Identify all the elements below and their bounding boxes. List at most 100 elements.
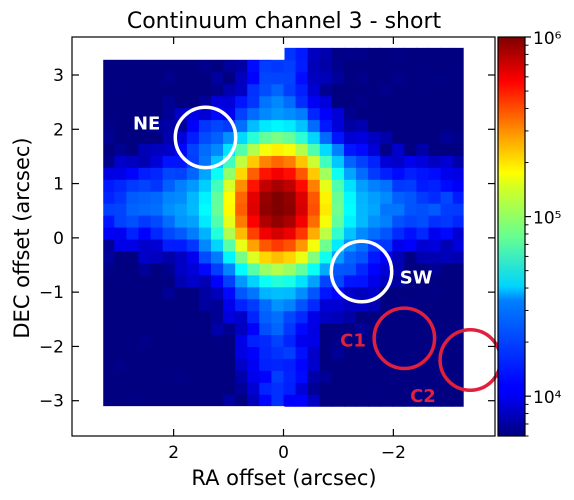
heatmap-cell bbox=[392, 179, 405, 192]
heatmap-cell bbox=[150, 346, 164, 359]
heatmap-cell bbox=[295, 47, 309, 61]
heatmap-cell bbox=[440, 346, 454, 359]
heatmap-cell bbox=[416, 179, 430, 192]
heatmap-cell bbox=[380, 47, 393, 61]
heatmap-cell bbox=[319, 358, 333, 371]
heatmap-cell bbox=[210, 262, 224, 276]
heatmap-cell bbox=[307, 358, 321, 371]
heatmap-cell bbox=[331, 322, 345, 336]
heatmap-cell bbox=[198, 59, 212, 73]
heatmap-cell bbox=[416, 215, 430, 228]
heatmap-cell bbox=[162, 143, 176, 156]
heatmap-cell bbox=[368, 370, 381, 383]
heatmap-cell bbox=[307, 131, 321, 144]
heatmap-cell bbox=[235, 179, 248, 192]
heatmap-cell bbox=[404, 203, 418, 216]
heatmap-cell bbox=[174, 238, 188, 252]
heatmap-cell bbox=[271, 394, 285, 407]
heatmap-cell bbox=[392, 394, 405, 407]
heatmap-cell bbox=[102, 358, 115, 371]
heatmap-cell bbox=[198, 107, 212, 121]
heatmap-cell bbox=[343, 358, 357, 371]
heatmap-cell bbox=[404, 215, 418, 228]
heatmap-cell bbox=[283, 95, 297, 109]
heatmap-cell bbox=[223, 95, 236, 109]
heatmap-cell bbox=[343, 310, 357, 324]
heatmap-cell bbox=[416, 83, 430, 97]
heatmap-cell bbox=[392, 131, 405, 144]
heatmap-cell bbox=[368, 274, 381, 288]
heatmap-cell bbox=[271, 286, 285, 300]
heatmap-cell bbox=[380, 191, 393, 204]
heatmap-cell bbox=[198, 262, 212, 276]
colorbar-ticks: 10⁴ 10⁵ 10⁶ bbox=[525, 29, 562, 437]
heatmap-cell bbox=[452, 119, 466, 133]
heatmap-cell bbox=[319, 155, 333, 168]
heatmap-cell bbox=[198, 298, 212, 312]
colorbar: 10⁴ 10⁵ 10⁶ bbox=[497, 29, 562, 437]
heatmap-cell bbox=[392, 167, 405, 180]
heatmap-cell bbox=[138, 274, 152, 288]
heatmap-cell bbox=[259, 95, 273, 109]
heatmap-cell bbox=[380, 167, 393, 180]
heatmap-cell bbox=[210, 370, 224, 383]
heatmap-cell bbox=[114, 334, 127, 348]
heatmap-cell bbox=[319, 83, 333, 97]
heatmap-cell bbox=[162, 274, 176, 288]
heatmap-cell bbox=[295, 143, 309, 156]
heatmap-cell bbox=[126, 131, 140, 144]
heatmap-cell bbox=[198, 238, 212, 252]
heatmap-cell bbox=[368, 107, 381, 121]
heatmap-cell bbox=[428, 358, 442, 371]
heatmap-cell bbox=[428, 370, 442, 383]
heatmap-cell bbox=[210, 250, 224, 264]
heatmap-cell bbox=[283, 358, 297, 371]
heatmap-cell bbox=[138, 143, 152, 156]
heatmap-cell bbox=[331, 346, 345, 359]
heatmap-cell bbox=[138, 322, 152, 336]
heatmap-cell bbox=[283, 179, 297, 192]
heatmap-cell bbox=[368, 59, 381, 73]
heatmap-cell bbox=[162, 262, 176, 276]
heatmap-cell bbox=[198, 286, 212, 300]
heatmap-cell bbox=[174, 346, 188, 359]
heatmap-cell bbox=[235, 370, 248, 383]
heatmap-cell bbox=[428, 47, 442, 61]
heatmap-cell bbox=[283, 370, 297, 383]
heatmap-cell bbox=[283, 107, 297, 121]
heatmap-cell bbox=[271, 370, 285, 383]
heatmap-cell bbox=[210, 322, 224, 336]
heatmap-cell bbox=[331, 83, 345, 97]
heatmap-cell bbox=[198, 358, 212, 371]
heatmap-cell bbox=[356, 370, 369, 383]
heatmap-cell bbox=[404, 131, 418, 144]
heatmap-cell bbox=[404, 47, 418, 61]
heatmap-cell bbox=[138, 358, 152, 371]
heatmap-cell bbox=[162, 286, 176, 300]
heatmap-cell bbox=[295, 262, 309, 276]
heatmap-cell bbox=[416, 370, 430, 383]
heatmap-cell bbox=[343, 250, 357, 264]
x-axis-ticks: 2 0 −2 bbox=[168, 37, 406, 463]
heatmap-cell bbox=[259, 334, 273, 348]
heatmap-cell bbox=[356, 394, 369, 407]
heatmap-cell bbox=[126, 250, 140, 264]
heatmap-cell bbox=[295, 71, 309, 85]
heatmap-cell bbox=[186, 143, 200, 156]
heatmap-cell bbox=[319, 298, 333, 312]
colorbar-gradient bbox=[498, 37, 525, 436]
heatmap-cell bbox=[368, 119, 381, 133]
heatmap-cell bbox=[114, 191, 127, 204]
heatmap-cell bbox=[162, 322, 176, 336]
heatmap-cell bbox=[416, 71, 430, 85]
heatmap-cell bbox=[307, 310, 321, 324]
heatmap-cell bbox=[126, 71, 140, 85]
heatmap-cell bbox=[295, 203, 309, 216]
heatmap-cell bbox=[126, 262, 140, 276]
heatmap-cell bbox=[198, 203, 212, 216]
heatmap-cell bbox=[114, 322, 127, 336]
heatmap-cell bbox=[114, 227, 127, 240]
heatmap-cell bbox=[368, 131, 381, 144]
heatmap-cell bbox=[283, 322, 297, 336]
heatmap-cell bbox=[319, 215, 333, 228]
